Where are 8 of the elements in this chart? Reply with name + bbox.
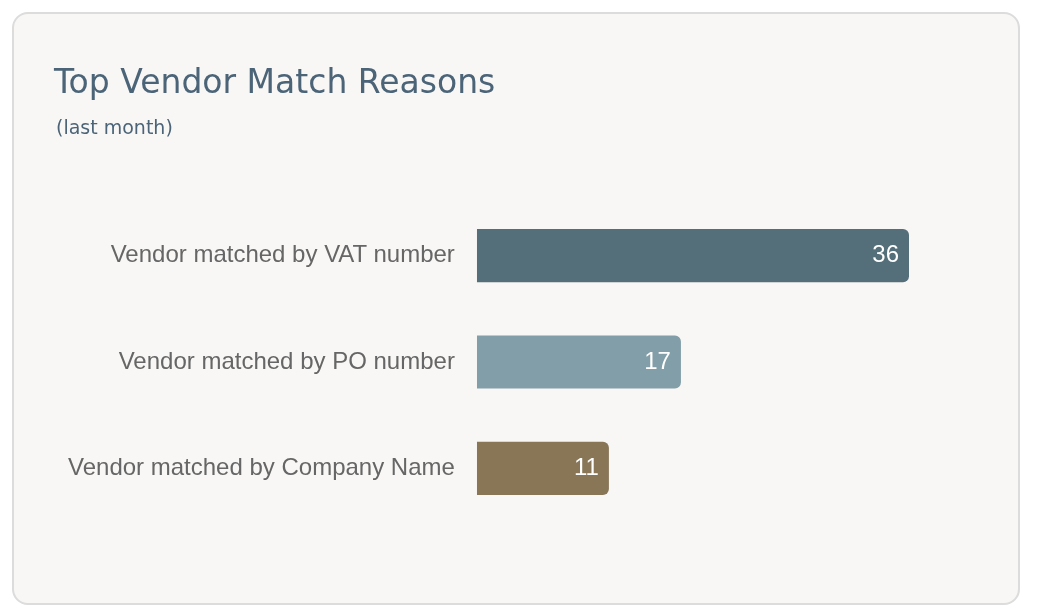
y-tick-label: Vendor matched by VAT number [110, 240, 455, 268]
y-tick-label: Vendor matched by Company Name [68, 453, 455, 481]
data-label: 17 [644, 346, 671, 374]
y-tick-label: Vendor matched by PO number [118, 346, 455, 374]
text: (last month) [56, 116, 173, 138]
data-label: 11 [573, 453, 599, 481]
chart-title: Top Vendor Match Reasons [54, 62, 496, 101]
data-label: 36 [872, 240, 899, 268]
